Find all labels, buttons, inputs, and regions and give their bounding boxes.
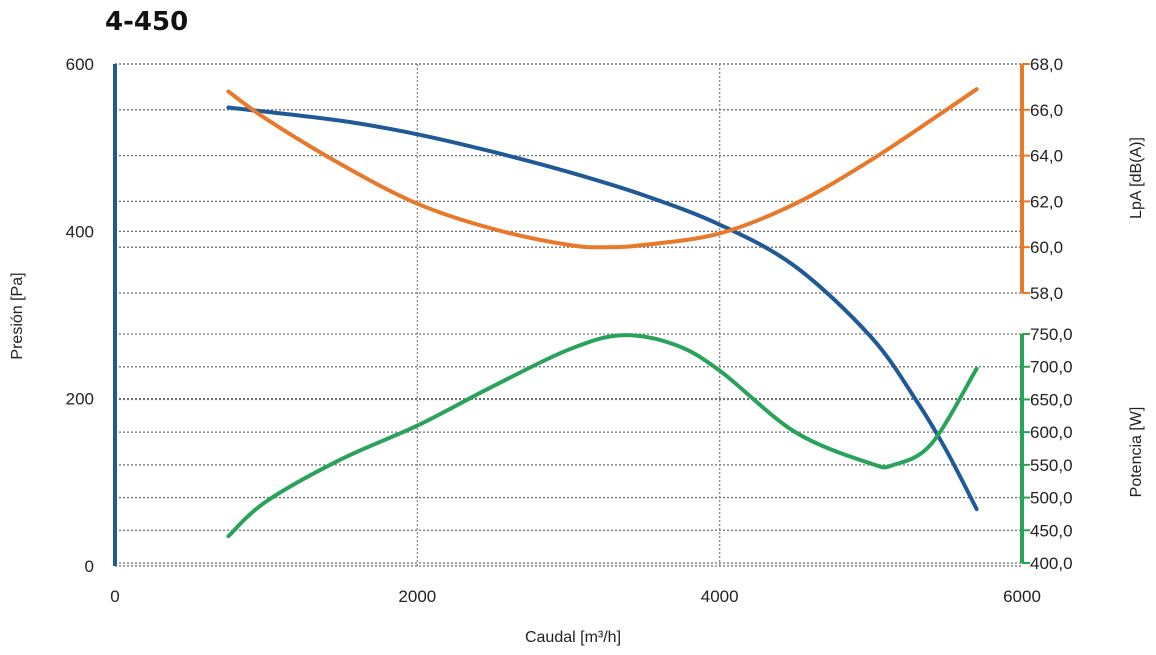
y-right-bottom-tick-label: 600,0 <box>1030 423 1073 442</box>
pressure-curve <box>226 105 979 512</box>
y-right-bottom-tick-label: 450,0 <box>1030 521 1073 540</box>
y-right-top-tick-label: 64,0 <box>1030 147 1063 166</box>
y-right-top-axis-label: LpA [dB(A)] <box>1128 137 1145 219</box>
x-axis-label: Caudal [m³/h] <box>525 629 621 646</box>
y-right-bottom-tick-label: 750,0 <box>1030 325 1073 344</box>
y-left-axis-label: Presión [Pa] <box>9 272 26 359</box>
chart-title: 4-450 <box>105 7 188 37</box>
power-curve <box>226 333 979 539</box>
y-right-top-tick-label: 62,0 <box>1030 192 1063 211</box>
x-tick-label: 4000 <box>701 587 739 606</box>
x-tick-label: 6000 <box>1003 587 1041 606</box>
sound-level-curve <box>226 87 979 250</box>
y-left-tick-label: 400 <box>66 222 94 241</box>
x-tick-label: 2000 <box>398 587 436 606</box>
y-right-bottom-tick-label: 500,0 <box>1030 489 1073 508</box>
y-right-top-tick-label: 68,0 <box>1030 55 1063 74</box>
y-right-bottom-tick-label: 550,0 <box>1030 456 1073 475</box>
tick-labels: 0 2000 4000 6000 0 200 400 600 58,0 60,0 62,0 64,0 6… <box>66 55 1073 606</box>
y-right-top-tick-label: 66,0 <box>1030 101 1063 120</box>
y-right-bottom-axis-label: Potencia [W] <box>1128 407 1145 498</box>
y-right-bottom-tick-label: 650,0 <box>1030 390 1073 409</box>
axes <box>113 64 1024 566</box>
x-tick-label: 0 <box>110 587 119 606</box>
y-right-bottom-tick-label: 400,0 <box>1030 554 1073 573</box>
y-left-tick-label: 600 <box>66 55 94 74</box>
y-right-top-tick-label: 60,0 <box>1030 238 1063 257</box>
y-left-tick-label: 0 <box>85 557 94 576</box>
y-left-tick-label: 200 <box>66 390 94 409</box>
series-lines <box>226 87 979 539</box>
y-right-top-tick-label: 58,0 <box>1030 284 1063 303</box>
gridlines <box>115 63 1022 567</box>
y-right-bottom-tick-label: 700,0 <box>1030 358 1073 377</box>
